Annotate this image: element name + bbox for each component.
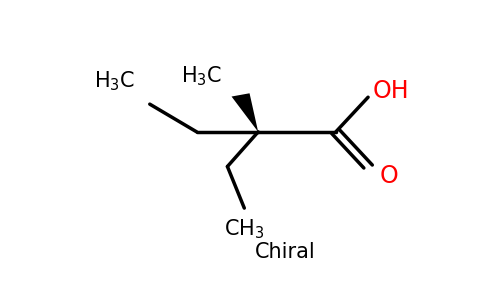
Text: OH: OH (372, 80, 409, 103)
Text: H$_3$C: H$_3$C (181, 64, 222, 88)
Polygon shape (231, 93, 258, 132)
Text: CH$_3$: CH$_3$ (224, 217, 265, 241)
Text: Chiral: Chiral (255, 242, 316, 262)
Text: O: O (379, 164, 398, 188)
Text: H$_3$C: H$_3$C (94, 69, 136, 93)
